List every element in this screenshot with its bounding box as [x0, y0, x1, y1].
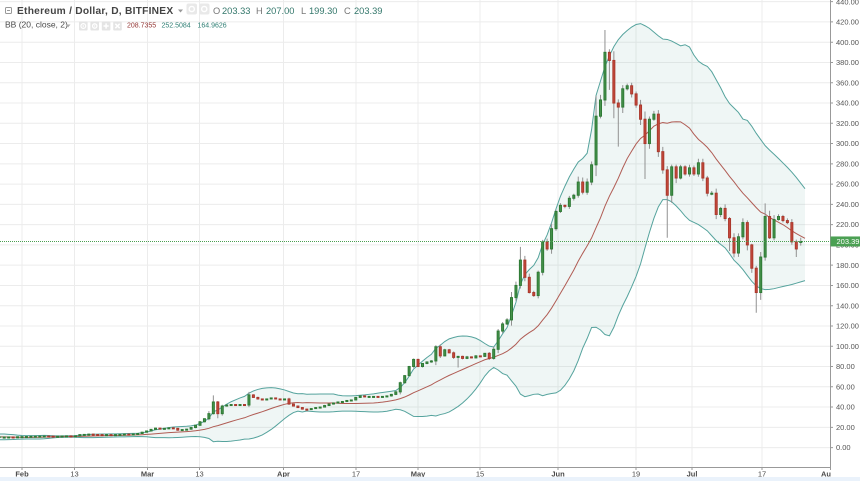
svg-text:220.00: 220.00: [836, 220, 859, 229]
svg-text:400.00: 400.00: [836, 38, 859, 47]
svg-text:Jul: Jul: [687, 469, 698, 478]
svg-text:0.00: 0.00: [836, 443, 851, 452]
svg-text:180.00: 180.00: [836, 261, 859, 270]
svg-text:Feb: Feb: [15, 469, 29, 478]
svg-text:320.00: 320.00: [836, 119, 859, 128]
svg-text:Apr: Apr: [277, 469, 290, 478]
svg-text:252.5084: 252.5084: [162, 22, 191, 29]
svg-text:80.00: 80.00: [836, 362, 855, 371]
svg-text:13: 13: [195, 469, 203, 478]
svg-text:17: 17: [352, 469, 360, 478]
svg-text:Ethereum / Dollar, D, BITFINEX: Ethereum / Dollar, D, BITFINEX: [17, 6, 173, 17]
svg-text:Jun: Jun: [551, 469, 565, 478]
svg-text:100.00: 100.00: [836, 342, 859, 351]
svg-text:300.00: 300.00: [836, 139, 859, 148]
svg-text:203.39: 203.39: [837, 237, 860, 246]
svg-text:17: 17: [758, 469, 766, 478]
svg-text:May: May: [411, 469, 426, 478]
svg-text:19: 19: [632, 469, 640, 478]
svg-text:15: 15: [476, 469, 484, 478]
svg-text:160.00: 160.00: [836, 281, 859, 290]
svg-text:360.00: 360.00: [836, 78, 859, 87]
svg-text:420.00: 420.00: [836, 18, 859, 27]
svg-text:13: 13: [70, 469, 78, 478]
svg-text:208.7355: 208.7355: [127, 22, 156, 29]
svg-text:140.00: 140.00: [836, 301, 859, 310]
svg-text:240.00: 240.00: [836, 200, 859, 209]
svg-text:Au: Au: [821, 469, 831, 478]
svg-text:380.00: 380.00: [836, 58, 859, 67]
svg-text:340.00: 340.00: [836, 99, 859, 108]
svg-text:164.9626: 164.9626: [198, 22, 227, 29]
svg-text:280.00: 280.00: [836, 159, 859, 168]
svg-text:Mar: Mar: [141, 469, 154, 478]
svg-text:120.00: 120.00: [836, 322, 859, 331]
svg-text:440.00: 440.00: [836, 0, 859, 6]
svg-text:20.00: 20.00: [836, 423, 855, 432]
svg-text:40.00: 40.00: [836, 403, 855, 412]
svg-text:260.00: 260.00: [836, 180, 859, 189]
svg-text:60.00: 60.00: [836, 382, 855, 391]
svg-text:BB (20, close, 2): BB (20, close, 2): [5, 20, 68, 30]
